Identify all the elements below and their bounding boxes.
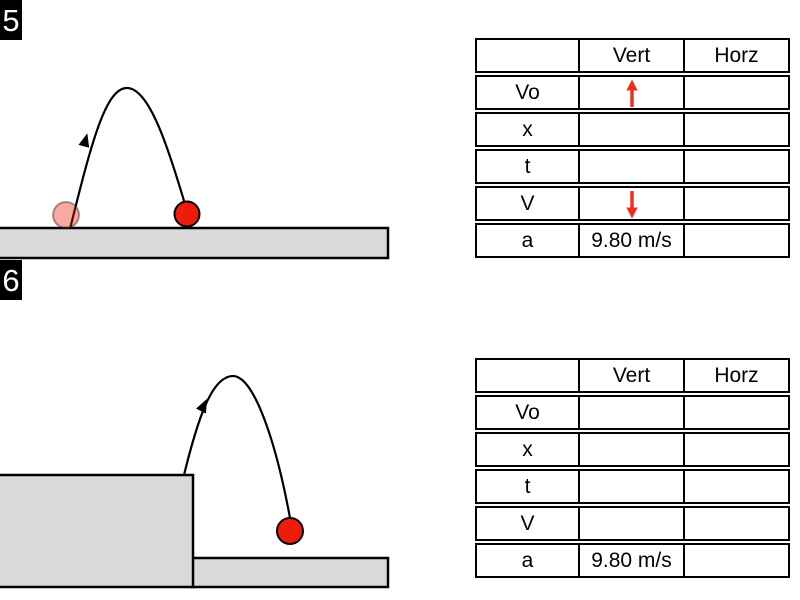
- table-row: V: [475, 186, 790, 221]
- vert-column-header: Vert: [580, 360, 685, 391]
- table-row: x: [475, 432, 790, 467]
- x-vert-cell: [580, 434, 685, 465]
- trajectory-arrowhead-icon: [78, 133, 90, 148]
- problem6-number: 6: [2, 262, 20, 298]
- trajectory-arrowhead-icon: [196, 398, 207, 414]
- arrow-up-icon: [625, 79, 638, 107]
- row-label-a: a: [477, 545, 580, 576]
- row-label-v: V: [477, 508, 580, 539]
- row-label-vo: Vo: [477, 397, 580, 428]
- v-vert-cell: [580, 188, 685, 219]
- problem6-table: Vert Horz Vo x t V a 9.80 m/s: [475, 358, 790, 578]
- table-row: a 9.80 m/s: [475, 223, 790, 258]
- row-label-t: t: [477, 471, 580, 502]
- table-row: Vo: [475, 395, 790, 430]
- problem5-number: 5: [2, 2, 20, 38]
- t-vert-cell: [580, 471, 685, 502]
- corner-cell: [477, 40, 580, 71]
- vo-horz-cell: [685, 77, 788, 108]
- horz-column-header: Horz: [714, 363, 759, 387]
- table-row: t: [475, 469, 790, 504]
- table-row: x: [475, 112, 790, 147]
- problem6-number-badge: 6: [0, 260, 22, 300]
- t-horz-cell: [685, 471, 788, 502]
- table-row: t: [475, 149, 790, 184]
- x-horz-cell: [685, 434, 788, 465]
- row-label-t: t: [477, 151, 580, 182]
- row-label-v: V: [477, 188, 580, 219]
- problem5-table: Vert Horz Vo x t V: [475, 38, 790, 258]
- vo-vert-cell: [580, 397, 685, 428]
- lower-platform: [190, 556, 390, 589]
- arrow-down-icon: [625, 191, 638, 219]
- launch-ball: [52, 201, 80, 229]
- table-row: Vo: [475, 75, 790, 110]
- table-header-row: Vert Horz: [475, 358, 790, 393]
- vo-horz-cell: [685, 397, 788, 428]
- row-label-x: x: [477, 114, 580, 145]
- vo-vert-cell: [580, 77, 685, 108]
- row-label-a: a: [477, 225, 580, 256]
- t-horz-cell: [685, 151, 788, 182]
- trajectory-arc: [68, 86, 189, 230]
- a-vert-cell: 9.80 m/s: [580, 545, 685, 576]
- row-label-x: x: [477, 434, 580, 465]
- problem6-diagram: [0, 374, 390, 589]
- horz-column-header: Horz: [714, 43, 759, 67]
- problem5-number-badge: 5: [0, 0, 22, 40]
- corner-cell: [477, 360, 580, 391]
- a-vert-cell: 9.80 m/s: [580, 225, 685, 256]
- a-horz-cell: [685, 225, 788, 256]
- v-horz-cell: [685, 508, 788, 539]
- cliff-block: [0, 473, 195, 589]
- landing-ball: [173, 200, 201, 228]
- v-vert-cell: [580, 508, 685, 539]
- vert-column-header: Vert: [580, 40, 685, 71]
- trajectory-arc: [182, 374, 292, 519]
- table-header-row: Vert Horz: [475, 38, 790, 73]
- v-horz-cell: [685, 188, 788, 219]
- row-label-vo: Vo: [477, 77, 580, 108]
- ground-platform: [0, 226, 390, 260]
- landing-ball: [276, 517, 304, 545]
- a-horz-cell: [685, 545, 788, 576]
- table-row: a 9.80 m/s: [475, 543, 790, 578]
- problem5-diagram: [0, 86, 390, 260]
- t-vert-cell: [580, 151, 685, 182]
- x-vert-cell: [580, 114, 685, 145]
- table-row: V: [475, 506, 790, 541]
- x-horz-cell: [685, 114, 788, 145]
